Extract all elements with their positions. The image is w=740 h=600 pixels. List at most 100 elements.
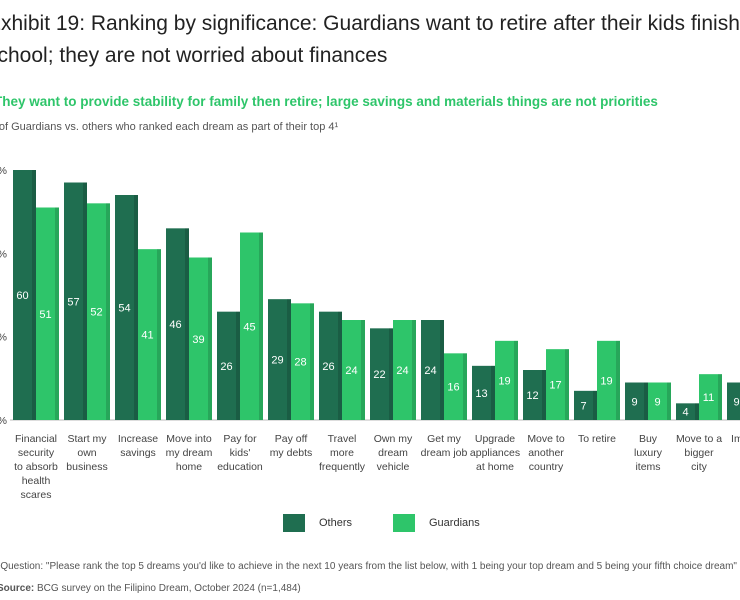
x-tick-label: home bbox=[176, 461, 202, 473]
x-tick-label: To retire bbox=[578, 433, 616, 445]
x-tick-label: my debts bbox=[270, 447, 313, 459]
data-label: 9 bbox=[733, 396, 739, 408]
bar-shade bbox=[106, 203, 110, 420]
x-tick-label: bigger bbox=[684, 447, 714, 459]
bar-shade bbox=[565, 349, 569, 420]
bar-shade bbox=[185, 228, 189, 420]
bar-shade bbox=[134, 195, 138, 420]
source: Source: BCG survey on the Filipino Dream… bbox=[0, 583, 301, 594]
bar-chart: 0% 20% 40% 60% 60 51 Financial security to absor… bbox=[0, 0, 740, 510]
x-tick-label: city bbox=[691, 461, 708, 473]
data-label: 26 bbox=[220, 361, 232, 373]
data-label: 57 bbox=[67, 296, 79, 308]
bar-shade bbox=[667, 383, 671, 421]
source-label: Source: bbox=[0, 583, 34, 594]
bar-shade bbox=[259, 233, 263, 421]
x-tick-label: health bbox=[22, 475, 51, 487]
bar-shade bbox=[338, 312, 342, 420]
y-tick-label: 40% bbox=[0, 248, 7, 260]
x-tick-label: another bbox=[528, 447, 564, 459]
x-tick-label: security bbox=[18, 447, 55, 459]
bar-shade bbox=[491, 366, 495, 420]
data-label: 29 bbox=[271, 355, 283, 367]
bar-shade bbox=[695, 403, 699, 420]
x-tick-label: dream bbox=[378, 447, 408, 459]
x-tick-label: more bbox=[330, 447, 354, 459]
data-label: 13 bbox=[475, 388, 487, 400]
bar-shade bbox=[389, 328, 393, 420]
x-tick-label: savings bbox=[120, 447, 156, 459]
data-label: 19 bbox=[600, 375, 612, 387]
x-tick-label: Increase bbox=[118, 433, 158, 445]
x-tick-label: Start my bbox=[67, 433, 107, 445]
x-tick-label: education bbox=[217, 461, 263, 473]
data-label: 24 bbox=[424, 365, 436, 377]
x-tick-label: business bbox=[66, 461, 107, 473]
x-tick-label: own bbox=[77, 447, 96, 459]
data-label: 9 bbox=[631, 396, 637, 408]
y-tick-label: 20% bbox=[0, 332, 7, 344]
x-tick-label: Buy bbox=[639, 433, 658, 445]
bar-shade bbox=[361, 320, 365, 420]
x-tick-label: Move to bbox=[527, 433, 565, 445]
bar-shade bbox=[616, 341, 620, 420]
x-tick-label: Move to a bbox=[676, 433, 722, 445]
x-tick-label: Financial bbox=[15, 433, 57, 445]
legend-label-others: Others bbox=[319, 517, 352, 529]
x-tick-label: country bbox=[529, 461, 564, 473]
x-tick-label: my dream bbox=[166, 447, 213, 459]
data-label: 26 bbox=[322, 361, 334, 373]
footnote: ¹Question: "Please rank the top 5 dreams… bbox=[0, 561, 737, 572]
data-label: 39 bbox=[192, 334, 204, 346]
bar-shade bbox=[463, 353, 467, 420]
x-tick-label: dream job bbox=[421, 447, 468, 459]
data-label: 24 bbox=[345, 365, 357, 377]
data-label: 9 bbox=[654, 396, 660, 408]
x-tick-label: items bbox=[635, 461, 660, 473]
x-tick-label: Pay for bbox=[223, 433, 257, 445]
data-label: 17 bbox=[549, 380, 561, 392]
x-tick-label: frequently bbox=[319, 461, 366, 473]
data-label: 22 bbox=[373, 369, 385, 381]
x-tick-label: to absorb bbox=[14, 461, 58, 473]
data-label: 52 bbox=[90, 307, 102, 319]
data-label: 24 bbox=[396, 365, 408, 377]
legend-swatch-others bbox=[283, 514, 305, 532]
bar-shade bbox=[644, 383, 648, 421]
x-tick-label: kids' bbox=[230, 447, 251, 459]
legend-others: Others bbox=[283, 514, 393, 532]
x-tick-label: appliances bbox=[470, 447, 520, 459]
data-label: 41 bbox=[141, 330, 153, 342]
x-tick-label: Upgrade bbox=[475, 433, 515, 445]
bar-shade bbox=[718, 374, 722, 420]
data-label: 60 bbox=[16, 290, 28, 302]
y-tick-label: 0% bbox=[0, 415, 7, 427]
legend-swatch-guardians bbox=[393, 514, 415, 532]
data-label: 19 bbox=[498, 375, 510, 387]
legend-label-guardians: Guardians bbox=[429, 517, 480, 529]
x-tick-label: vehicle bbox=[377, 461, 410, 473]
bar-shade bbox=[55, 208, 59, 421]
bar-shade bbox=[593, 391, 597, 420]
bar-shade bbox=[514, 341, 518, 420]
x-tick-label: Improve bbox=[731, 433, 740, 445]
data-label: 45 bbox=[243, 321, 255, 333]
source-text: BCG survey on the Filipino Dream, Octobe… bbox=[37, 583, 301, 594]
bar-shade bbox=[310, 303, 314, 420]
bar-shade bbox=[440, 320, 444, 420]
x-tick-label: Pay off bbox=[275, 433, 308, 445]
legend: Others Guardians bbox=[283, 514, 503, 532]
x-tick-label: luxury bbox=[634, 447, 663, 459]
bar-shade bbox=[236, 312, 240, 420]
legend-guardians: Guardians bbox=[393, 514, 503, 532]
bar-shade bbox=[542, 370, 546, 420]
bar-shade bbox=[208, 258, 212, 421]
data-label: 54 bbox=[118, 303, 130, 315]
x-tick-label: scares bbox=[21, 489, 52, 501]
bar-shade bbox=[412, 320, 416, 420]
data-label: 51 bbox=[39, 309, 51, 321]
y-tick-label: 60% bbox=[0, 165, 7, 177]
x-tick-label: Get my bbox=[427, 433, 462, 445]
data-label: 16 bbox=[447, 382, 459, 394]
data-label: 11 bbox=[703, 392, 714, 404]
